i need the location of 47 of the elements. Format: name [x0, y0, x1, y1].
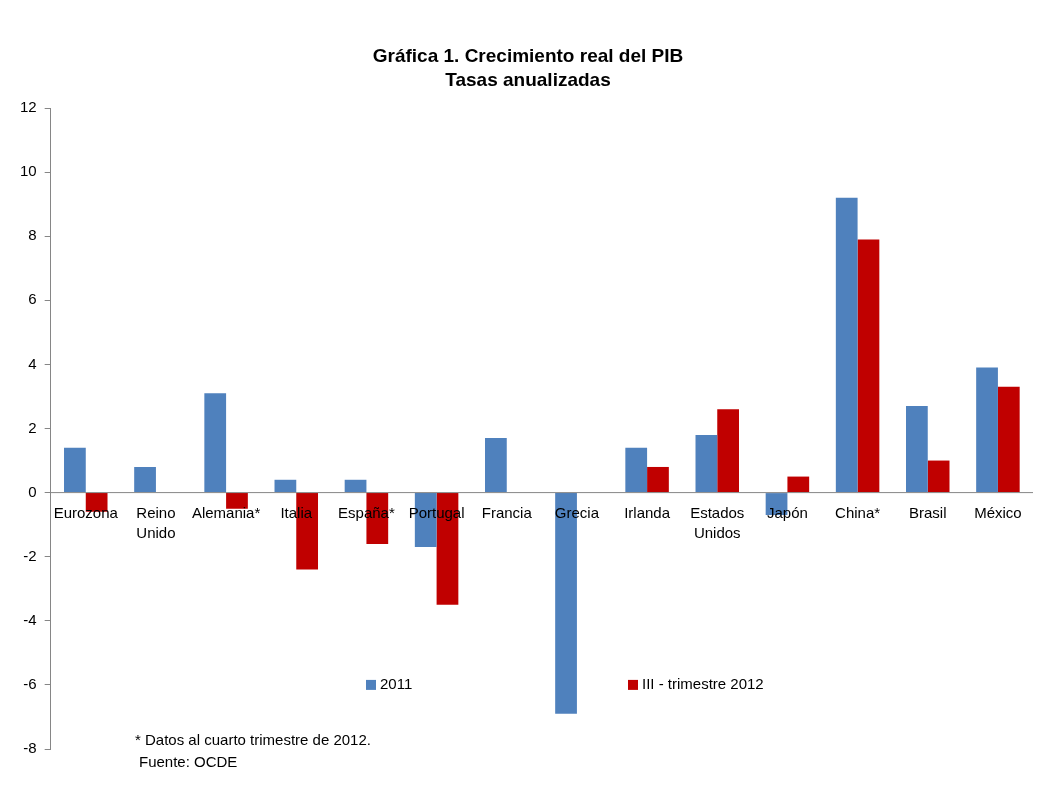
x-tick-label: Francia: [481, 504, 533, 522]
bar: [857, 239, 880, 493]
x-tick-label: Brasil: [908, 504, 947, 522]
bar: [226, 493, 248, 509]
bar: [906, 406, 928, 493]
x-tick-label: México: [974, 504, 1022, 522]
bar: [344, 479, 367, 493]
y-tick-label: -6: [23, 675, 37, 693]
bar: [134, 466, 156, 493]
x-tick-label: Portugal: [408, 504, 465, 522]
y-tick-label: -4: [23, 610, 37, 628]
annotation: * Datos al cuarto trimestre de 2012.: [135, 731, 371, 748]
source-note: Fuente: OCDE: [139, 753, 238, 770]
x-tick-label: Eurozona: [53, 504, 119, 522]
bar: [274, 479, 297, 493]
bar: [787, 476, 810, 493]
x-tick-label: Reino Unido: [136, 504, 176, 542]
bar: [485, 438, 507, 493]
x-tick-label: Irlanda: [624, 504, 671, 522]
x-tick-label: Alemania*: [191, 504, 261, 522]
bar: [927, 460, 950, 493]
bar: [647, 466, 669, 493]
bar: [204, 393, 227, 493]
y-tick-label: 2: [28, 418, 37, 436]
y-tick-label: 12: [20, 98, 37, 116]
bar: [625, 447, 648, 493]
y-tick-label: -2: [23, 546, 37, 564]
bar: [64, 447, 86, 493]
chart-subtitle: Tasas anualizadas: [445, 69, 611, 90]
x-tick-label: Grecia: [554, 504, 600, 522]
bar: [976, 367, 998, 493]
y-tick-label: 4: [28, 354, 37, 372]
x-tick-label: China*: [835, 504, 881, 522]
x-tick-label: Estados Unidos: [690, 504, 745, 542]
bar: [997, 386, 1020, 493]
bar: [695, 434, 718, 493]
chart-title: Gráfica 1. Crecimiento real del PIB: [372, 45, 684, 66]
legend-label: 2011: [380, 675, 413, 693]
bar: [835, 197, 858, 493]
y-tick-label: -8: [23, 739, 37, 757]
y-tick-label: 8: [28, 226, 37, 244]
x-tick-label: Japón: [766, 504, 808, 522]
y-tick-label: 10: [20, 162, 37, 180]
y-tick-label: 0: [28, 482, 37, 500]
y-tick-label: 6: [28, 290, 37, 308]
legend-label: III - trimestre 2012: [642, 675, 764, 693]
bar: [717, 409, 740, 493]
